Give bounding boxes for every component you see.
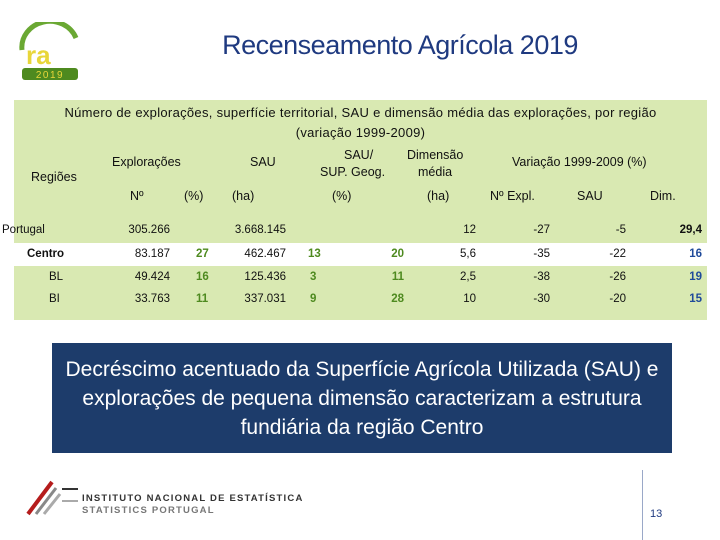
table-row: BI 33.763 11 337.031 9 28 10 -30 -20 15 [14,288,707,311]
cell-sau-sup: 20 [391,248,404,260]
page-title: Recenseamento Agrícola 2019 [222,30,578,60]
cell-sau-sup: 11 [391,271,404,283]
cell-region: BL [49,271,64,283]
logo-year-text: 2019 [36,70,64,81]
cell-dim: 12 [463,224,476,236]
cell-dim: 2,5 [460,271,476,283]
cell-var-expl: -30 [533,293,550,305]
table-row: Centro 83.187 27 462.467 13 20 5,6 -35 -… [14,243,707,266]
cell-var-expl: -27 [533,224,550,236]
cell-pct: 11 [196,293,209,305]
cell-var-expl: -38 [533,271,550,283]
ine-subname: STATISTICS PORTUGAL [82,505,215,516]
divider [642,470,643,540]
header-sau-variation: SAU [577,189,603,203]
cell-ha: 3.668.145 [234,224,286,236]
cell-ha: 337.031 [244,293,286,305]
header-n-expl: Nº Expl. [490,189,535,203]
cell-var-sau: -20 [609,293,626,305]
cell-n: 83.187 [134,248,170,260]
cell-var-dim: 29,4 [679,224,702,236]
cell-ha: 125.436 [244,271,286,283]
table-row: BL 49.424 16 125.436 3 11 2,5 -38 -26 19 [14,266,707,289]
cell-pct2: 13 [308,248,321,260]
cell-pct: 16 [196,271,209,283]
header-sau-sup-line1: SAU/ [344,148,374,162]
page-number: 13 [650,508,663,520]
cell-var-dim: 19 [689,271,702,283]
header-sau: SAU [250,155,276,169]
header-n: Nº [130,189,144,203]
cell-pct2: 3 [310,271,317,283]
summary-box: Decréscimo acentuado da Superfície Agríc… [52,343,672,453]
header-pct2: (%) [332,189,352,203]
table-title-line1: Número de explorações, superfície territ… [64,105,657,120]
cell-n: 33.763 [134,293,170,305]
header-ha1: (ha) [232,189,255,203]
cell-region: BI [49,293,60,305]
cell-region: Centro [27,248,65,260]
logo-ra-text: ra [26,40,51,70]
table-title-line2: (variação 1999-2009) [295,125,426,140]
table-title: Número de explorações, superfície territ… [14,103,707,143]
cell-pct2: 9 [310,293,317,305]
ine-name: INSTITUTO NACIONAL DE ESTATÍSTICA [82,493,304,504]
data-table: Número de explorações, superfície territ… [2,100,707,320]
header-dim: Dim. [650,189,676,203]
cell-var-sau: -26 [609,271,626,283]
cell-dim: 5,6 [460,248,476,260]
cell-var-expl: -35 [533,248,550,260]
cell-ha: 462.467 [244,248,286,260]
header-sau-sup-line2: SUP. Geog. [320,165,386,179]
ine-logo: INSTITUTO NACIONAL DE ESTATÍSTICA STATIS… [22,474,302,520]
header-exploracoes: Explorações [112,155,181,169]
header-dimensao-line2: média [418,165,453,179]
ine-emblem-icon [26,480,78,516]
cell-var-sau: -5 [615,224,626,236]
cell-var-dim: 16 [689,248,702,260]
cell-pct: 27 [196,248,209,260]
cell-var-dim: 15 [689,293,702,305]
table-row: Portugal 305.266 3.668.145 12 -27 -5 29,… [2,219,707,242]
cell-dim: 10 [463,293,476,305]
cell-region: Portugal [2,224,45,236]
header-variacao: Variação 1999-2009 (%) [512,155,647,169]
header-pct1: (%) [184,189,204,203]
ra-2019-logo: ra 2019 [18,18,82,82]
header-regioes: Regiões [31,170,77,184]
cell-n: 305.266 [128,224,170,236]
cell-var-sau: -22 [609,248,626,260]
summary-text: Decréscimo acentuado da Superfície Agríc… [65,358,659,439]
header-dimensao-line1: Dimensão [407,148,464,162]
cell-n: 49.424 [134,271,170,283]
cell-sau-sup: 28 [391,293,404,305]
header-ha2: (ha) [427,189,450,203]
